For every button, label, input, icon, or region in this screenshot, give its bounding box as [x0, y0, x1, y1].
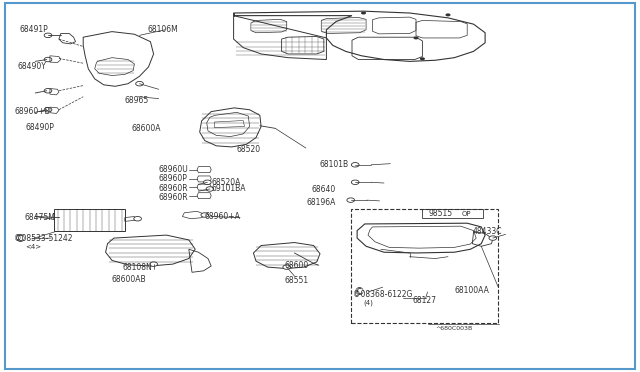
- Circle shape: [136, 81, 143, 86]
- Circle shape: [150, 262, 157, 266]
- Text: 68960+A: 68960+A: [205, 212, 241, 221]
- Text: <4>: <4>: [26, 244, 42, 250]
- Text: 68600A: 68600A: [131, 124, 161, 133]
- Text: 68196A: 68196A: [307, 198, 336, 207]
- Text: 68491P: 68491P: [19, 25, 48, 34]
- Circle shape: [489, 236, 497, 240]
- Text: 68100AA: 68100AA: [454, 286, 489, 295]
- Text: 68101B: 68101B: [320, 160, 349, 169]
- Circle shape: [351, 180, 359, 185]
- Circle shape: [445, 13, 451, 16]
- Text: 98515: 98515: [429, 209, 453, 218]
- Text: 68520: 68520: [237, 145, 261, 154]
- Circle shape: [44, 108, 52, 112]
- Text: 68475M: 68475M: [24, 213, 55, 222]
- Text: 68960R: 68960R: [159, 193, 188, 202]
- Circle shape: [283, 265, 291, 269]
- Circle shape: [413, 36, 419, 39]
- Text: 68600AB: 68600AB: [112, 275, 147, 283]
- Circle shape: [44, 57, 52, 62]
- Circle shape: [347, 198, 355, 202]
- Circle shape: [44, 89, 52, 93]
- Text: 68960P: 68960P: [159, 174, 188, 183]
- Text: OP: OP: [462, 211, 472, 217]
- Circle shape: [201, 213, 209, 217]
- Text: 68127: 68127: [412, 296, 436, 305]
- Bar: [54, 209, 125, 231]
- Circle shape: [361, 12, 366, 15]
- Text: 68640: 68640: [311, 185, 335, 194]
- Text: 68520A: 68520A: [211, 178, 241, 187]
- Circle shape: [134, 217, 141, 221]
- Circle shape: [204, 180, 211, 185]
- Text: ©: ©: [353, 287, 364, 297]
- Text: 68600: 68600: [284, 262, 308, 270]
- Text: ©08368-6122G: ©08368-6122G: [353, 290, 413, 299]
- Text: 68106M: 68106M: [147, 25, 178, 34]
- Circle shape: [206, 187, 214, 191]
- Text: 68108N: 68108N: [123, 263, 152, 272]
- Text: (4): (4): [363, 300, 372, 307]
- Text: 69101BA: 69101BA: [211, 184, 246, 193]
- Circle shape: [44, 33, 52, 38]
- Text: ©08533-51242: ©08533-51242: [14, 234, 72, 243]
- Bar: [422, 209, 483, 218]
- Text: ©: ©: [14, 234, 25, 244]
- Text: 68490P: 68490P: [26, 123, 54, 132]
- Text: 68490Y: 68490Y: [18, 62, 47, 71]
- Circle shape: [420, 57, 425, 60]
- Text: 68960+B: 68960+B: [14, 107, 50, 116]
- Circle shape: [351, 163, 359, 167]
- Text: 68960R: 68960R: [159, 184, 188, 193]
- Text: 68551: 68551: [284, 276, 308, 285]
- Text: ^680C003B: ^680C003B: [435, 326, 472, 331]
- Text: 68965: 68965: [125, 96, 149, 105]
- Bar: [351, 209, 498, 323]
- Text: 68960U: 68960U: [159, 165, 188, 174]
- Text: 48433C: 48433C: [472, 227, 502, 236]
